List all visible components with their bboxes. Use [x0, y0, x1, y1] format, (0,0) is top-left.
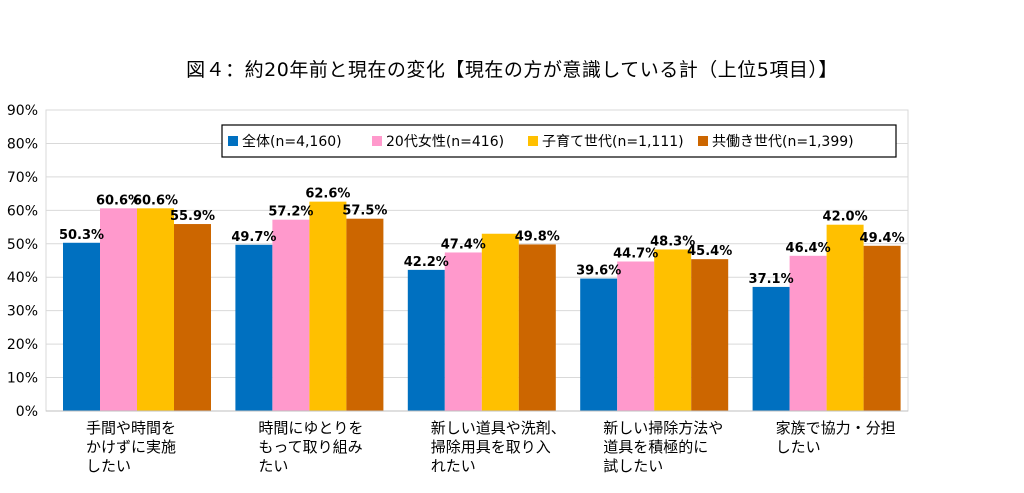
bar [137, 208, 174, 411]
data-label: 44.7% [613, 247, 658, 262]
bar [346, 218, 384, 411]
bar [63, 242, 100, 411]
category-label-line: 掃除用具を取り入 [431, 438, 551, 456]
y-tick-label: 70% [7, 170, 38, 186]
legend-swatch [228, 136, 238, 146]
data-label: 47.4% [441, 237, 486, 252]
category-label-line: 試したい [603, 457, 663, 475]
bar [100, 208, 137, 411]
y-tick-label: 10% [7, 371, 38, 387]
bar [617, 261, 655, 411]
category-label: 家族で協力・分担したい [776, 419, 896, 456]
category-label-line: 新しい掃除方法や [603, 419, 723, 437]
bars [63, 201, 901, 411]
bar [789, 255, 827, 411]
y-tick-label: 20% [7, 337, 38, 353]
category-label-line: 時間にゆとりを [258, 419, 363, 437]
data-label: 42.0% [823, 210, 868, 225]
data-label: 50.3% [59, 228, 104, 243]
category-label-line: かけずに実施 [86, 438, 176, 456]
bar [580, 278, 618, 411]
legend-swatch [698, 136, 708, 146]
data-label: 60.6% [96, 193, 141, 208]
bar [309, 201, 347, 411]
category-label: 新しい掃除方法や道具を積極的に試したい [603, 419, 723, 475]
legend-label: 子育て世代(n=1,111) [542, 134, 684, 150]
legend: 全体(n=4,160) 20代女性(n=416) 子育て世代(n=1,111) 共働き… [221, 124, 897, 158]
data-label: 62.6% [305, 187, 350, 202]
bar [691, 259, 729, 411]
y-axis: 0% 10% 20% 30% 40% 50% 60% 70% 80% 90% [7, 103, 38, 420]
legend-box [221, 124, 897, 158]
category-label: 時間にゆとりをもって取り組みたい [258, 419, 363, 475]
y-tick-label: 80% [7, 136, 38, 152]
data-label: 57.5% [342, 204, 387, 219]
category-label-line: たい [258, 457, 288, 475]
bar [407, 269, 445, 411]
data-label: 45.4% [687, 244, 732, 259]
legend-swatch [528, 136, 538, 146]
data-label: 37.1% [749, 272, 794, 287]
legend-label: 共働き世代(n=1,399) [712, 134, 854, 150]
category-label-line: 新しい道具や洗剤、 [431, 419, 566, 437]
data-label: 49.7% [231, 230, 276, 245]
bar [174, 224, 211, 411]
bar [654, 249, 692, 411]
bar [272, 219, 310, 411]
data-label: 49.8% [515, 229, 560, 244]
data-label: 48.3% [650, 234, 695, 249]
legend-label: 全体(n=4,160) [242, 133, 342, 150]
category-label: 手間や時間をかけずに実施したい [86, 419, 176, 475]
bar [235, 244, 273, 411]
data-label: 46.4% [786, 241, 831, 256]
category-label-line: もって取り組み [258, 438, 362, 456]
chart-title: 図４：約20年前と現在の変化【現在の方が意識している計（上位5項目）】 [186, 59, 838, 81]
y-tick-label: 40% [7, 270, 38, 286]
bar [444, 252, 482, 411]
bar [826, 224, 864, 411]
category-label-line: 手間や時間を [86, 419, 176, 437]
y-tick-label: 0% [16, 404, 38, 420]
category-label: 新しい道具や洗剤、掃除用具を取り入れたい [431, 419, 566, 475]
legend-label: 20代女性(n=416) [386, 133, 504, 150]
data-label: 60.6% [133, 193, 178, 208]
category-label-line: 家族で協力・分担 [776, 419, 896, 437]
data-labels: 50.3% 49.7% 42.2% 39.6% 37.1% 60.6% 57.2% 47.4%… [59, 187, 905, 287]
category-label-line: したい [776, 438, 821, 456]
bar [863, 245, 901, 411]
data-label: 42.2% [404, 255, 449, 270]
data-label: 39.6% [576, 264, 621, 279]
bar [518, 244, 556, 411]
category-label-line: 道具を積極的に [603, 438, 708, 456]
y-tick-label: 30% [7, 304, 38, 320]
y-tick-label: 50% [7, 237, 38, 253]
category-label-line: したい [86, 457, 131, 475]
y-tick-label: 90% [7, 103, 38, 119]
bar [752, 286, 790, 411]
data-label: 57.2% [268, 205, 313, 220]
y-tick-label: 60% [7, 203, 38, 219]
bar [481, 233, 519, 411]
category-label-line: れたい [431, 457, 476, 475]
data-label: 55.9% [170, 209, 215, 224]
legend-swatch [372, 136, 382, 146]
data-label: 49.4% [860, 231, 905, 246]
x-axis: 手間や時間をかけずに実施したい時間にゆとりをもって取り組みたい新しい道具や洗剤、… [46, 410, 908, 475]
